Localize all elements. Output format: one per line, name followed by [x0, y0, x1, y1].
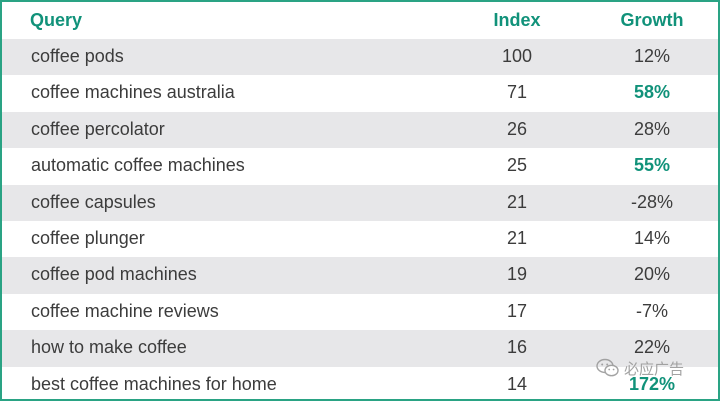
row-index: 71 [506, 82, 528, 103]
row-growth: -7% [635, 300, 668, 321]
row-growth: 172% [628, 373, 676, 394]
row-query: coffee pod machines [31, 264, 197, 285]
wechat-icon [596, 358, 620, 378]
row-growth: 12% [633, 46, 671, 66]
row-index: 26 [506, 118, 528, 139]
watermark: 必应广告 [596, 358, 684, 378]
watermark-text: 必应广告 [624, 360, 685, 378]
row-growth: 14% [633, 227, 671, 248]
row-query: how to make coffee [31, 337, 187, 358]
table-row: coffee pods 100 12% [2, 39, 718, 76]
row-query: automatic coffee machines [31, 155, 245, 176]
table-body: coffee pods 100 12% coffee machines aust… [2, 39, 718, 403]
table-row: coffee machines australia 71 58% [2, 75, 718, 111]
row-query: coffee machines australia [31, 82, 235, 103]
table-row: coffee capsules 21 -28% [2, 184, 718, 221]
row-index: 17 [506, 300, 528, 321]
table-header: Query Index Growth [2, 2, 718, 39]
row-growth: 22% [633, 337, 671, 358]
row-index: 16 [506, 337, 528, 358]
row-growth: 58% [633, 82, 671, 103]
row-index: 21 [506, 191, 528, 212]
row-index: 19 [506, 264, 528, 285]
table-row: coffee pod machines 19 20% [2, 257, 718, 294]
table-row: best coffee machines for home 14 172% [2, 367, 718, 403]
row-index: 21 [506, 227, 528, 248]
row-growth: -28% [630, 191, 674, 212]
row-query: coffee machine reviews [31, 300, 219, 321]
table-row: coffee machine reviews 17 -7% [2, 294, 718, 330]
row-index: 25 [506, 155, 528, 176]
row-growth: 20% [633, 264, 671, 285]
header-query: Query [30, 10, 83, 30]
row-query: coffee plunger [31, 227, 145, 248]
table-row: how to make coffee 16 22% [2, 330, 718, 367]
row-index: 14 [506, 373, 528, 394]
row-query: best coffee machines for home [31, 373, 277, 394]
row-growth: 55% [633, 155, 671, 176]
table-row: coffee plunger 21 14% [2, 221, 718, 257]
row-query: coffee pods [31, 46, 124, 66]
header-growth: Growth [620, 10, 684, 30]
row-index: 100 [501, 46, 533, 66]
row-query: coffee capsules [31, 191, 156, 212]
table-row: automatic coffee machines 25 55% [2, 148, 718, 184]
row-query: coffee percolator [31, 118, 165, 139]
header-index: Index [493, 10, 541, 30]
row-growth: 28% [633, 118, 671, 139]
table-row: coffee percolator 26 28% [2, 111, 718, 149]
